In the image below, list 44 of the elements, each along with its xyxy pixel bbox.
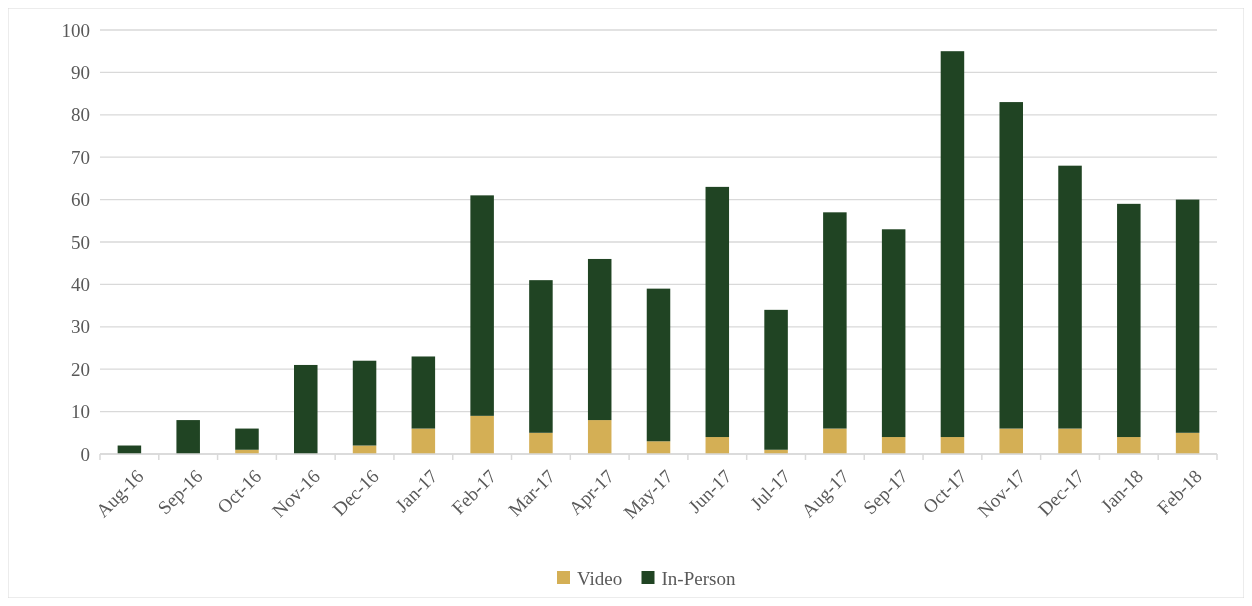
bar	[529, 432, 553, 454]
bar	[587, 420, 612, 454]
bar	[352, 360, 377, 446]
bar	[705, 437, 730, 454]
bar	[881, 437, 906, 454]
y-tick-label: 20	[71, 358, 90, 380]
bar	[587, 258, 612, 421]
y-tick-label: 60	[71, 189, 90, 211]
bar	[1117, 203, 1141, 438]
y-tick-label: 100	[61, 19, 90, 41]
bar	[940, 51, 965, 438]
y-tick-label: 10	[71, 401, 90, 423]
bar	[470, 415, 494, 454]
legend-label: Video	[577, 567, 623, 589]
y-tick-label: 90	[71, 62, 90, 84]
bar	[646, 288, 671, 442]
bar	[470, 195, 494, 416]
bar	[294, 364, 318, 454]
y-tick-label: 50	[71, 231, 90, 253]
bar	[1175, 432, 1200, 454]
bar	[1117, 437, 1141, 454]
bar	[411, 356, 436, 429]
y-tick-label: 30	[71, 316, 90, 338]
bar	[764, 309, 788, 450]
y-tick-label: 40	[71, 274, 90, 296]
bar	[529, 280, 553, 433]
bar	[1058, 165, 1082, 429]
bar	[411, 428, 436, 454]
y-tick-label: 0	[80, 443, 90, 465]
bar	[176, 420, 200, 454]
bar	[823, 428, 847, 454]
bar	[235, 428, 259, 450]
bar	[940, 437, 965, 454]
y-tick-label: 80	[71, 104, 90, 126]
bar	[999, 102, 1023, 429]
bar	[705, 186, 730, 438]
bar	[999, 428, 1023, 454]
bar	[1058, 428, 1082, 454]
bar	[1175, 199, 1200, 433]
bar	[881, 229, 906, 438]
legend-label: In-Person	[661, 567, 736, 589]
bar	[646, 441, 671, 454]
y-tick-label: 70	[71, 146, 90, 168]
bar	[823, 212, 847, 429]
